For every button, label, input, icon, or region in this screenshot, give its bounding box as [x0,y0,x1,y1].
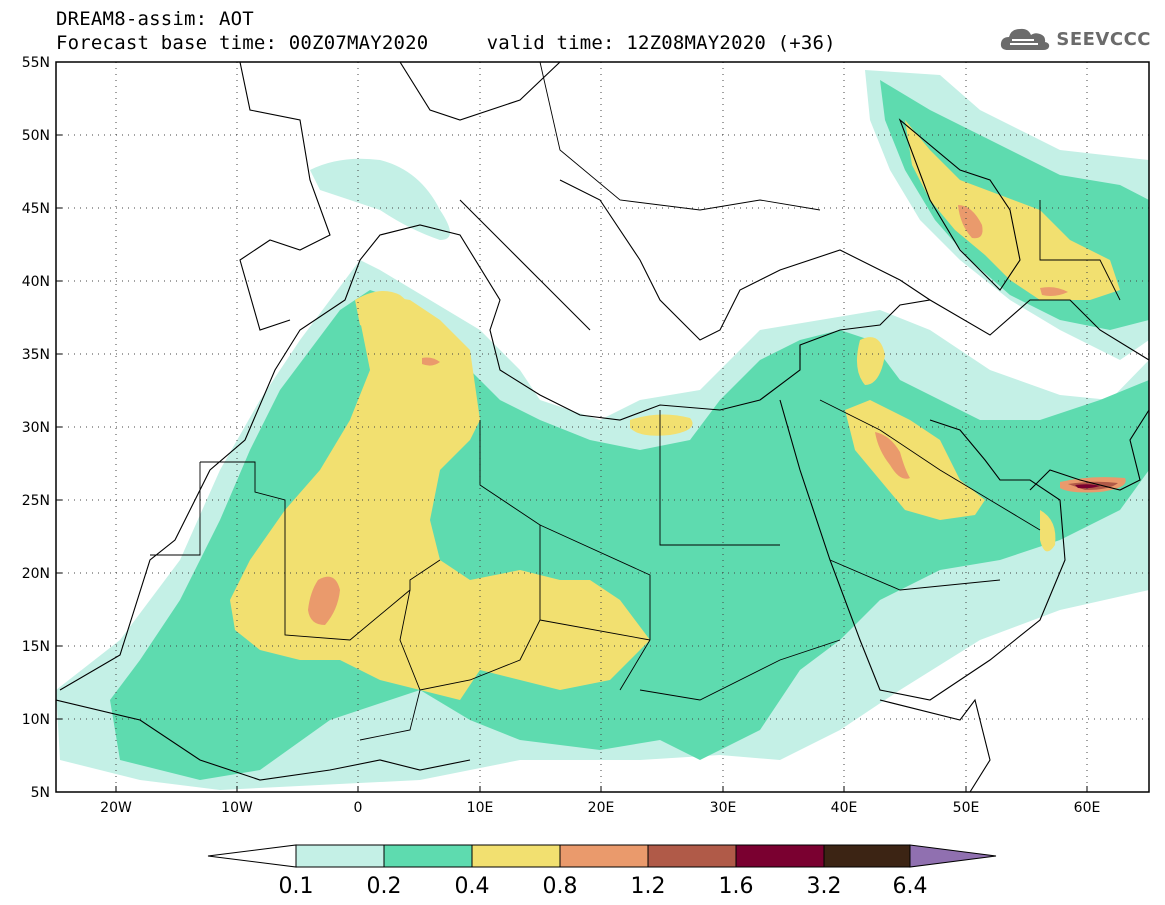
lat-label-15n: 15N [22,639,50,655]
map-title: DREAM8-assim: AOT [56,8,254,30]
aot-contour-0-8-mali [308,576,340,625]
colorbar-low-arrow [207,844,297,868]
graticule [56,62,1149,792]
lon-label-20e: 20E [588,800,615,816]
aot-contour-0-4-iraq [856,337,885,385]
lon-label-20w: 20W [100,800,132,816]
colorbar-label-6-4: 6.4 [893,874,928,899]
cloud-icon [1001,28,1050,50]
aot-contour-0-8-algeria [422,357,440,366]
tick-marks [56,61,1088,792]
lat-label-50n: 50N [22,128,50,144]
colorbar-swatch-1 [295,844,385,868]
lon-label-10e: 10E [467,800,494,816]
lon-label-50e: 50E [953,800,980,816]
lat-label-40n: 40N [22,274,50,290]
colorbar-label-0-1: 0.1 [279,874,314,899]
lat-label-30n: 30N [22,420,50,436]
colorbar [207,844,997,868]
coastlines [56,62,1149,792]
lat-label-10n: 10N [22,712,50,728]
colorbar-label-0-4: 0.4 [455,874,490,899]
lat-label-45n: 45N [22,201,50,217]
colorbar-label-3-2: 3.2 [807,874,842,899]
lon-label-30e: 30E [710,800,737,816]
lon-label-60e: 60E [1074,800,1101,816]
lat-label-25n: 25N [22,493,50,509]
colorbar-swatch-6 [735,844,825,868]
aot-contour-0-4-morocco [355,291,412,332]
lon-label-40e: 40E [831,800,858,816]
logo-text: SEEVCCC [1056,28,1151,50]
aot-contour-0-8-caspian [958,205,983,239]
aot-contour-0-4-caspian [905,120,1120,300]
borders [150,62,1121,741]
aot-contour-1-6-gulf [1075,484,1100,489]
aot-contour-0-2 [110,290,1149,780]
colorbar-swatch-4 [559,844,649,868]
lon-label-10w: 10W [221,800,253,816]
lat-label-55n: 55N [22,55,50,71]
seevccc-logo: SEEVCCC [998,24,1151,54]
aot-contour-0-1-north [310,158,450,240]
base-time-label: Forecast base time: 00Z07MAY2020 [56,32,429,54]
colorbar-swatch-2 [383,844,473,868]
colorbar-swatch-3 [471,844,561,868]
aot-contour-0-8-arabia [875,432,910,479]
lon-label-0: 0 [354,800,363,816]
map-subtitle: Forecast base time: 00Z07MAY2020 valid t… [56,32,836,54]
colorbar-label-1-2: 1.2 [631,874,666,899]
colorbar-label-1-6: 1.6 [719,874,754,899]
colorbar-swatch-7 [823,844,911,868]
colorbar-label-0-8: 0.8 [543,874,578,899]
colorbar-label-0-2: 0.2 [367,874,402,899]
aot-contour-0-4-libya [630,414,693,436]
lat-label-20n: 20N [22,566,50,582]
aot-contour-0-8-turkmen [1040,287,1068,296]
lat-label-5n: 5N [31,785,50,801]
aot-contour-0-4-oman [1040,510,1056,552]
colorbar-swatch-5 [647,844,737,868]
valid-time-label: valid time: 12Z08MAY2020 (+36) [486,32,836,54]
dust-field [56,62,1149,792]
colorbar-high-arrow [909,844,997,868]
lat-label-35n: 35N [22,347,50,363]
